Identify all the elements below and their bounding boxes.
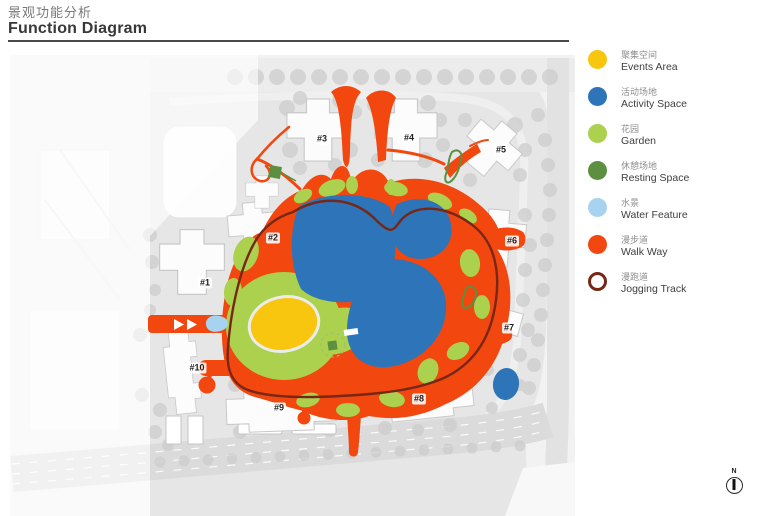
events-area-shape bbox=[247, 295, 321, 353]
path-arrow bbox=[174, 319, 184, 330]
legend-item-jogging: 漫跑道 Jogging Track bbox=[588, 272, 689, 296]
legend-item-resting: 休憩场地 Resting Space bbox=[588, 161, 689, 185]
garden-swatch-icon bbox=[588, 124, 607, 143]
jogging-track-line bbox=[226, 199, 499, 399]
building-label-8: #8 bbox=[411, 393, 427, 405]
legend-zh: 水景 bbox=[621, 198, 640, 208]
page-header: 景观功能分析 Function Diagram bbox=[8, 5, 569, 42]
building-label-7: #7 bbox=[501, 322, 517, 334]
north-arrow: N bbox=[724, 468, 744, 494]
building-label-10: #10 bbox=[187, 362, 207, 374]
legend-en: Events Area bbox=[621, 61, 678, 73]
resting-space-swatch-icon bbox=[588, 161, 607, 180]
page-title: Function Diagram bbox=[8, 20, 148, 37]
plaza-marker bbox=[343, 328, 359, 336]
legend-en: Water Feature bbox=[621, 209, 688, 221]
building-label-1: #1 bbox=[197, 277, 213, 289]
north-label: N bbox=[731, 468, 737, 475]
jogging-track-swatch-icon bbox=[588, 272, 607, 291]
building-label-9: #9 bbox=[271, 402, 287, 414]
water-feature-swatch-icon bbox=[588, 198, 607, 217]
water-feature-shape bbox=[205, 315, 229, 332]
legend-zh: 活动场地 bbox=[621, 87, 658, 97]
legend: 聚集空间 Events Area 活动场地 Activity Space 花园 … bbox=[588, 50, 689, 309]
building-label-5: #5 bbox=[493, 144, 509, 156]
title-chinese: 景观功能分析 bbox=[8, 5, 93, 20]
legend-en: Activity Space bbox=[621, 98, 687, 110]
legend-en: Jogging Track bbox=[621, 283, 687, 295]
legend-item-activity: 活动场地 Activity Space bbox=[588, 87, 689, 111]
legend-item-events: 聚集空间 Events Area bbox=[588, 50, 689, 74]
resting-space-shapes bbox=[268, 149, 478, 358]
legend-en: Resting Space bbox=[621, 172, 690, 184]
building-label-4: #4 bbox=[401, 132, 417, 144]
fade-overlay bbox=[10, 55, 258, 516]
legend-zh: 休憩场地 bbox=[621, 161, 658, 171]
legend-item-water: 水景 Water Feature bbox=[588, 198, 689, 222]
north-arrow-icon bbox=[725, 477, 743, 494]
building-label-6: #6 bbox=[504, 235, 520, 247]
legend-zh: 漫跑道 bbox=[621, 272, 649, 282]
events-area-swatch-icon bbox=[588, 50, 607, 69]
legend-zh: 漫步道 bbox=[621, 235, 649, 245]
legend-en: Garden bbox=[621, 135, 657, 147]
legend-zh: 聚集空间 bbox=[621, 50, 658, 60]
walk-way-swatch-icon bbox=[588, 235, 607, 254]
activity-space-swatch-icon bbox=[588, 87, 607, 106]
activity-space-shapes bbox=[291, 194, 520, 400]
legend-item-walkway: 漫步道 Walk Way bbox=[588, 235, 689, 259]
legend-en: Walk Way bbox=[621, 246, 668, 258]
legend-zh: 花园 bbox=[621, 124, 640, 134]
building-label-3: #3 bbox=[314, 133, 330, 145]
path-arrow bbox=[187, 319, 197, 330]
building-label-2: #2 bbox=[265, 232, 281, 244]
legend-item-garden: 花园 Garden bbox=[588, 124, 689, 148]
